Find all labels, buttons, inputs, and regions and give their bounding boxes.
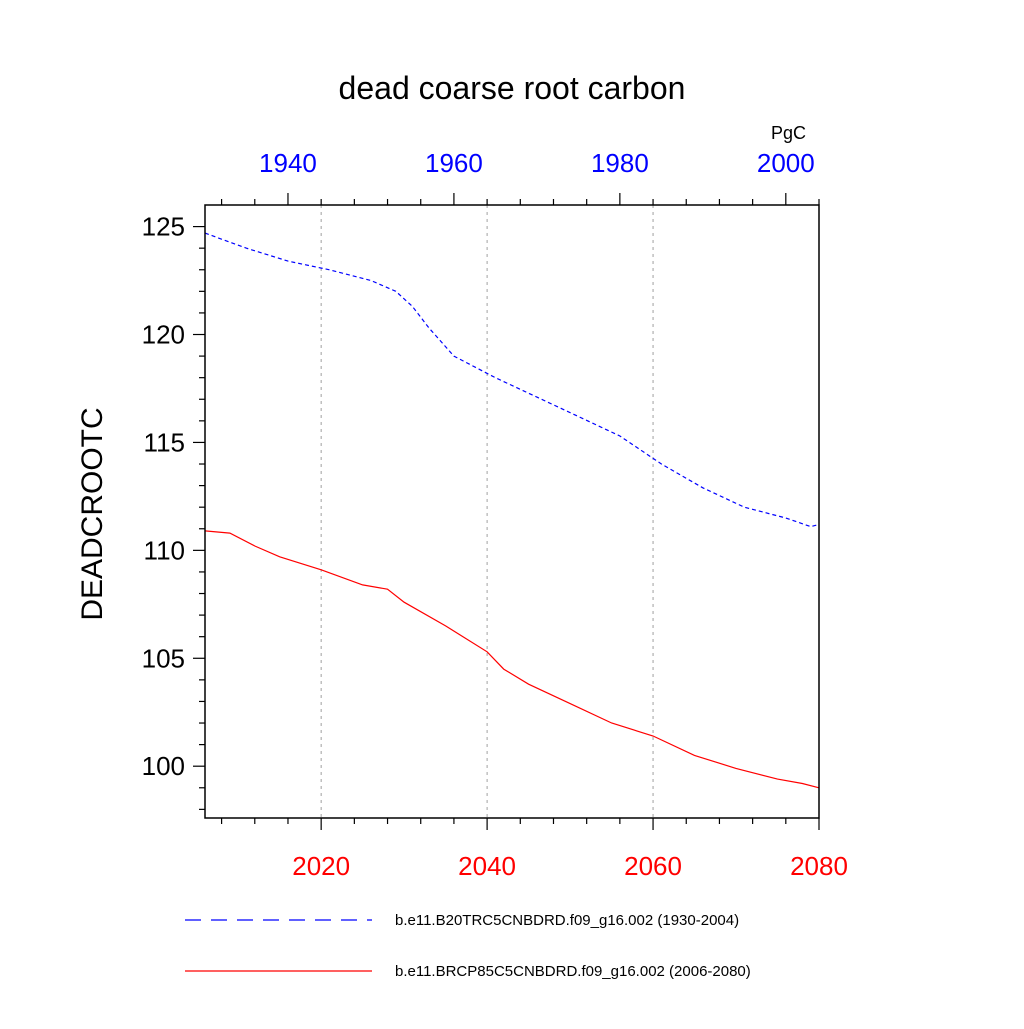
plot-frame [204, 204, 820, 819]
chart-title: dead coarse root carbon [339, 70, 686, 106]
series-line-rcp85 [204, 530, 820, 789]
bottom-tick-label-2040: 2040 [458, 851, 516, 881]
series-lines [204, 232, 820, 789]
y-tick-label-120: 120 [142, 320, 185, 350]
top-tick-label-1940: 1940 [259, 148, 317, 178]
y-axis-label: DEADCROOTC [76, 407, 109, 620]
legend-label-historical: b.e11.B20TRC5CNBDRD.f09_g16.002 (1930-20… [395, 912, 739, 929]
top-tick-label-1980: 1980 [591, 148, 649, 178]
y-tick-label-100: 100 [142, 751, 185, 781]
units-label: PgC [771, 123, 806, 143]
bottom-tick-label-2060: 2060 [624, 851, 682, 881]
bottom-tick-label-2020: 2020 [292, 851, 350, 881]
tick-labels: 100 105 110 115 120 125 2020 2040 2060 2080 1940 19… [142, 148, 848, 881]
legend-label-rcp85: b.e11.BRCP85C5CNBDRD.f09_g16.002 (2006-2… [395, 963, 751, 980]
y-tick-label-105: 105 [142, 643, 185, 673]
top-tick-label-2000: 2000 [757, 148, 815, 178]
axis-ticks [193, 193, 820, 830]
top-tick-label-1960: 1960 [425, 148, 483, 178]
y-tick-label-110: 110 [144, 535, 185, 565]
legend: b.e11.B20TRC5CNBDRD.f09_g16.002 (1930-20… [185, 912, 751, 980]
bottom-tick-label-2080: 2080 [790, 851, 848, 881]
y-tick-label-125: 125 [142, 212, 185, 242]
y-tick-label-115: 115 [144, 427, 185, 457]
